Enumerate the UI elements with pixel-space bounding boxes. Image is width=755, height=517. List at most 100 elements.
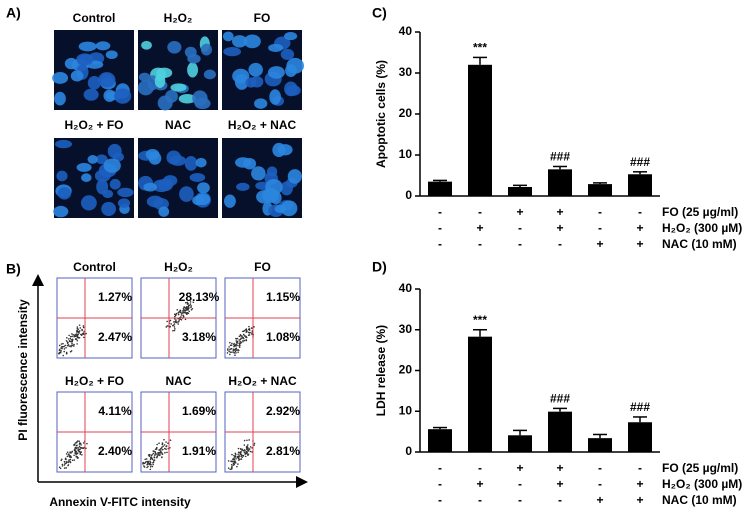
event-dot: [179, 318, 181, 320]
cell: [251, 166, 266, 181]
event-dot: [149, 468, 152, 471]
event-dot: [165, 445, 168, 447]
event-dot: [154, 452, 157, 454]
event-dot: [150, 454, 153, 457]
event-dot: [238, 344, 240, 347]
plot-title: H₂O₂ + NAC: [228, 374, 297, 388]
event-dot: [227, 460, 230, 462]
event-dot: [146, 466, 148, 469]
condition-sign: +: [636, 237, 643, 251]
event-dot: [161, 442, 164, 444]
event-dot: [175, 321, 178, 323]
bar: [508, 186, 532, 196]
event-dot: [74, 452, 77, 454]
event-dot: [65, 340, 68, 342]
condition-sign: -: [598, 221, 602, 235]
plot-title: FO: [254, 260, 271, 274]
event-dot: [245, 336, 247, 339]
event-dot: [190, 306, 192, 309]
event-dot: [231, 458, 234, 460]
cell: [56, 170, 68, 182]
panel-label: C): [372, 5, 387, 21]
event-dot: [156, 455, 159, 458]
cell: [57, 187, 72, 200]
event-dot: [245, 450, 247, 453]
event-dot: [173, 329, 176, 332]
cell: [87, 76, 101, 90]
event-dot: [77, 449, 80, 451]
y-axis-label: LDH release (%): [374, 325, 388, 416]
bar: [628, 422, 652, 452]
event-dot: [169, 319, 172, 322]
event-dot: [249, 450, 252, 453]
cell: [87, 155, 98, 164]
event-dot: [75, 447, 77, 449]
event-dot: [190, 308, 193, 311]
event-dot: [152, 452, 155, 455]
event-dot: [236, 337, 239, 340]
event-dot: [149, 460, 151, 463]
event-dot: [61, 345, 63, 348]
event-dot: [187, 305, 190, 308]
event-dot: [253, 444, 255, 446]
event-dot: [75, 331, 78, 333]
event-dot: [61, 463, 64, 466]
event-dot: [186, 313, 188, 315]
event-dot: [155, 446, 158, 449]
event-dot: [153, 454, 156, 456]
event-dot: [76, 452, 78, 455]
quadrant-percent: 2.92%: [266, 404, 300, 418]
event-dot: [161, 443, 164, 446]
event-dot: [247, 453, 250, 456]
event-dot: [142, 461, 145, 464]
image-title: NAC: [165, 118, 191, 132]
event-dot: [74, 338, 77, 341]
event-dot: [169, 439, 172, 441]
event-dot: [165, 448, 167, 450]
cell: [266, 166, 278, 177]
event-dot: [158, 449, 161, 451]
quadrant-percent: 1.27%: [98, 290, 132, 304]
event-dot: [182, 311, 185, 314]
event-dot: [177, 313, 180, 316]
event-dot: [233, 456, 236, 458]
event-dot: [146, 460, 148, 463]
event-dot: [77, 333, 79, 336]
event-dot: [164, 451, 166, 454]
event-dot: [78, 440, 81, 443]
event-dot: [80, 444, 82, 446]
event-dot: [143, 466, 146, 468]
event-dot: [150, 464, 152, 466]
event-dot: [75, 444, 78, 447]
event-dot: [142, 463, 144, 465]
condition-sign: -: [478, 493, 482, 507]
cell: [232, 68, 250, 84]
event-dot: [167, 442, 169, 445]
event-dot: [79, 448, 81, 451]
event-dot: [244, 455, 247, 458]
event-dot: [82, 325, 85, 327]
event-dot: [63, 461, 66, 463]
event-dot: [86, 442, 88, 445]
event-dot: [245, 339, 248, 342]
event-dot: [79, 452, 82, 454]
cell: [184, 155, 198, 171]
event-dot: [66, 451, 69, 453]
cell: [64, 57, 78, 70]
event-dot: [144, 458, 147, 461]
condition-sign: -: [518, 477, 522, 491]
event-dot: [237, 463, 239, 465]
event-dot: [153, 456, 156, 458]
event-dot: [85, 332, 87, 335]
event-dot: [156, 443, 158, 446]
event-dot: [238, 335, 241, 338]
event-dot: [179, 311, 182, 314]
cell: [157, 178, 174, 192]
event-dot: [170, 323, 173, 325]
plot-title: NAC: [166, 374, 192, 388]
event-dot: [78, 442, 81, 444]
quadrant-percent: 2.40%: [98, 444, 132, 458]
event-dot: [175, 312, 178, 315]
cell: [166, 150, 182, 165]
event-dot: [243, 439, 246, 442]
